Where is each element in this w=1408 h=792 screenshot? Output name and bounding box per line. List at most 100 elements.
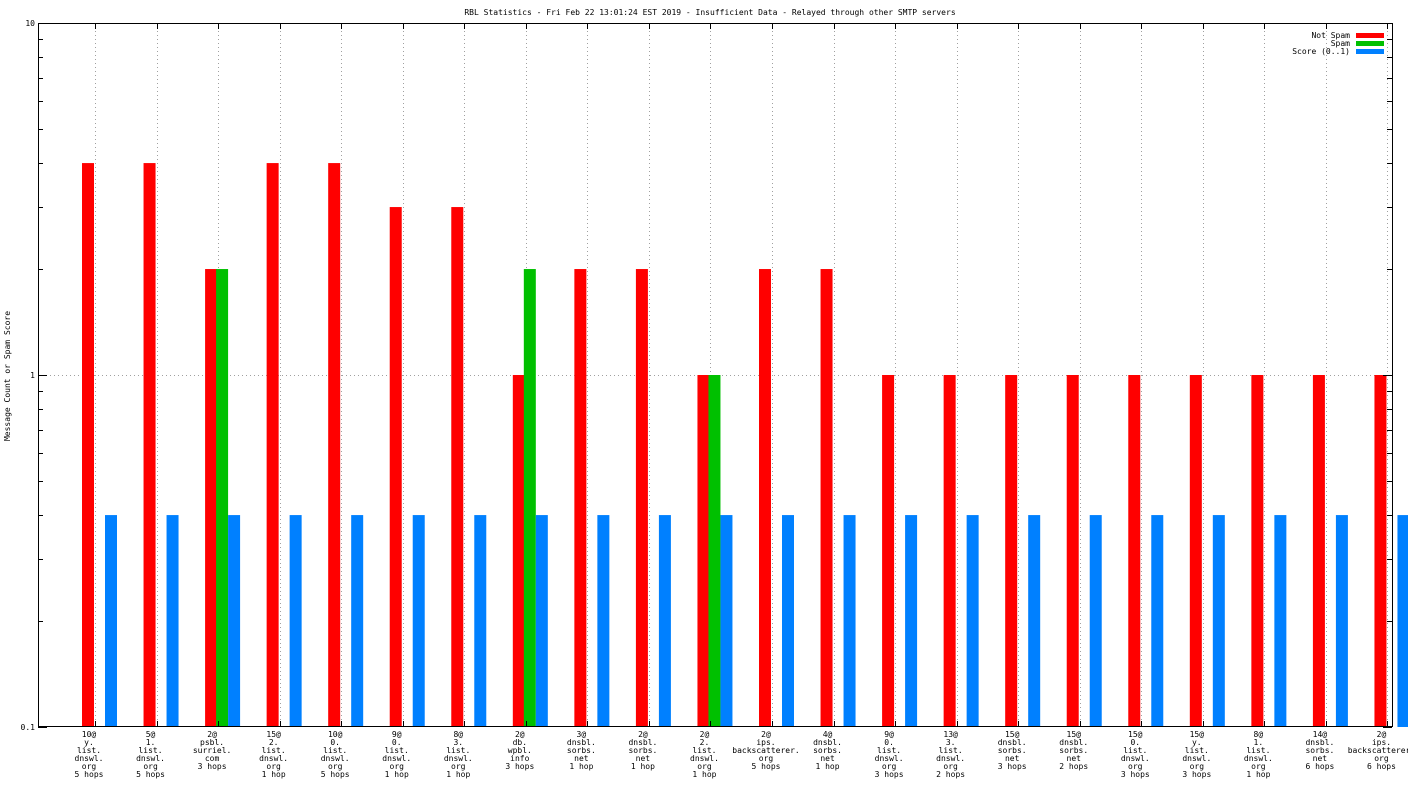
legend-swatch bbox=[1356, 41, 1384, 46]
x-tick-label-line: list. bbox=[262, 746, 286, 755]
y-axis-label: Message Count or Spam Score bbox=[3, 311, 12, 441]
bar-not-spam bbox=[1251, 375, 1264, 727]
x-tick-label-line: dnswl. bbox=[1182, 754, 1211, 763]
x-tick-label-line: 1 hop bbox=[262, 770, 286, 779]
bar-score-0-1 bbox=[1212, 515, 1225, 727]
y-tick-label: 1 bbox=[30, 371, 35, 380]
x-tick-label: 10@ y. list. dnswl. org 5 hops bbox=[75, 730, 104, 779]
x-tick-label-line: sorbs. bbox=[998, 746, 1027, 755]
bar-score-0-1 bbox=[843, 515, 856, 727]
legend-label: Score (0..1) bbox=[1292, 47, 1350, 56]
bar-score-0-1 bbox=[289, 515, 302, 727]
x-tick-label-line: 2@ bbox=[761, 730, 771, 739]
x-tick-label-line: 8@ bbox=[453, 730, 463, 739]
x-tick-label-line: 1 hop bbox=[569, 762, 593, 771]
x-tick-label: 2@ db. wpbl. info 3 hops bbox=[505, 730, 534, 771]
x-tick-label-line: 2@ bbox=[1377, 730, 1387, 739]
x-tick-label-line: 1. bbox=[146, 738, 156, 747]
bar-score-0-1 bbox=[1274, 515, 1287, 727]
bar-not-spam bbox=[328, 163, 341, 727]
bar-not-spam bbox=[1066, 375, 1079, 727]
x-tick-label-line: dnsbl. bbox=[1059, 738, 1088, 747]
x-tick-label-line: org bbox=[882, 762, 897, 771]
x-tick-label-line: 1 hop bbox=[815, 762, 839, 771]
x-tick-label-line: 2 hops bbox=[1059, 762, 1088, 771]
bar-not-spam bbox=[820, 269, 833, 727]
y-tick-labels: 10 1 0.1 bbox=[21, 19, 36, 732]
x-tick-label-line: sorbs. bbox=[813, 746, 842, 755]
x-tick-label: 9@ 0. list. dnswl. org 3 hops bbox=[875, 730, 904, 779]
bar-not-spam bbox=[1374, 375, 1387, 727]
x-tick-label-line: net bbox=[636, 754, 651, 763]
x-tick-label-line: 3. bbox=[453, 738, 463, 747]
x-tick-label-line: list. bbox=[939, 746, 963, 755]
x-tick-label: 15@ 2. list. dnswl. org 1 hop bbox=[259, 730, 288, 779]
x-tick-label-line: org bbox=[266, 762, 281, 771]
bars bbox=[82, 163, 1408, 727]
x-tick-label: 2@ 2. list. dnswl. org 1 hop bbox=[690, 730, 719, 779]
bar-not-spam bbox=[1189, 375, 1202, 727]
x-tick-label-line: 2@ bbox=[207, 730, 217, 739]
bar-score-0-1 bbox=[535, 515, 548, 727]
x-tick-label-line: org bbox=[1128, 762, 1143, 771]
y-tick-label: 10 bbox=[25, 19, 35, 28]
x-tick-label-line: org bbox=[143, 762, 158, 771]
x-tick-label-line: dnsbl. bbox=[567, 738, 596, 747]
bar-score-0-1 bbox=[966, 515, 979, 727]
bar-not-spam bbox=[82, 163, 94, 727]
bar-score-0-1 bbox=[905, 515, 918, 727]
x-tick-label-line: y. bbox=[84, 738, 94, 747]
x-tick-label-line: 5 hops bbox=[321, 770, 350, 779]
bar-score-0-1 bbox=[597, 515, 610, 727]
x-tick-label-line: 3 hops bbox=[1121, 770, 1150, 779]
x-tick-label-line: org bbox=[451, 762, 466, 771]
x-tick-label-line: 1 hop bbox=[631, 762, 655, 771]
x-tick-label-line: 6 hops bbox=[1367, 762, 1396, 771]
x-tick-label-line: 2@ bbox=[515, 730, 525, 739]
x-tick-label: 15@ 0. list. dnswl. org 3 hops bbox=[1121, 730, 1150, 779]
x-tick-label-line: 3. bbox=[946, 738, 956, 747]
x-tick-label-line: sorbs. bbox=[1305, 746, 1334, 755]
bar-not-spam bbox=[143, 163, 156, 727]
x-tick-label-line: 0. bbox=[330, 738, 340, 747]
x-tick-label-line: dnswl. bbox=[321, 754, 350, 763]
bar-score-0-1 bbox=[1089, 515, 1102, 727]
bar-not-spam bbox=[882, 375, 895, 727]
x-tick-label-line: list. bbox=[446, 746, 470, 755]
x-tick-label-line: list. bbox=[1246, 746, 1270, 755]
bar-not-spam bbox=[574, 269, 587, 727]
x-tick-label-line: dnsbl. bbox=[1305, 738, 1334, 747]
x-tick-label-line: 1. bbox=[1254, 738, 1264, 747]
x-tick-label: 15@ y. list. dnswl. org 3 hops bbox=[1182, 730, 1211, 779]
x-tick-label-line: 15@ bbox=[1005, 730, 1020, 739]
x-tick-label-line: dnswl. bbox=[75, 754, 104, 763]
legend-label: Spam bbox=[1331, 39, 1350, 48]
x-tick-label: 5@ 1. list. dnswl. org 5 hops bbox=[136, 730, 165, 779]
legend-swatch bbox=[1356, 33, 1384, 38]
x-tick-label-line: ips. bbox=[756, 738, 775, 747]
x-tick-label-line: 5@ bbox=[146, 730, 156, 739]
y-tick-label: 0.1 bbox=[21, 723, 36, 732]
bar-not-spam bbox=[943, 375, 956, 727]
x-tick-label-line: 15@ bbox=[1190, 730, 1205, 739]
bar-not-spam bbox=[389, 207, 402, 727]
x-tick-label: 15@ dnsbl. sorbs. net 2 hops bbox=[1059, 730, 1088, 771]
x-tick-label-line: 1 hop bbox=[446, 770, 470, 779]
x-tick-label: 2@ psbl. surriel. com 3 hops bbox=[193, 730, 232, 771]
x-tick-label-line: org bbox=[943, 762, 958, 771]
x-tick-label-line: list. bbox=[692, 746, 716, 755]
x-tick-label-line: dnswl. bbox=[1121, 754, 1150, 763]
bar-score-0-1 bbox=[1335, 515, 1348, 727]
bar-not-spam bbox=[451, 207, 464, 727]
x-tick-label-line: 15@ bbox=[1067, 730, 1082, 739]
bar-not-spam bbox=[1005, 375, 1018, 727]
bar-score-0-1 bbox=[720, 515, 733, 727]
x-tick-label-line: 14@ bbox=[1313, 730, 1328, 739]
legend-label: Not Spam bbox=[1311, 31, 1350, 40]
x-tick-label-line: dnswl. bbox=[259, 754, 288, 763]
x-tick-label-line: org bbox=[1190, 762, 1205, 771]
bar-score-0-1 bbox=[474, 515, 487, 727]
